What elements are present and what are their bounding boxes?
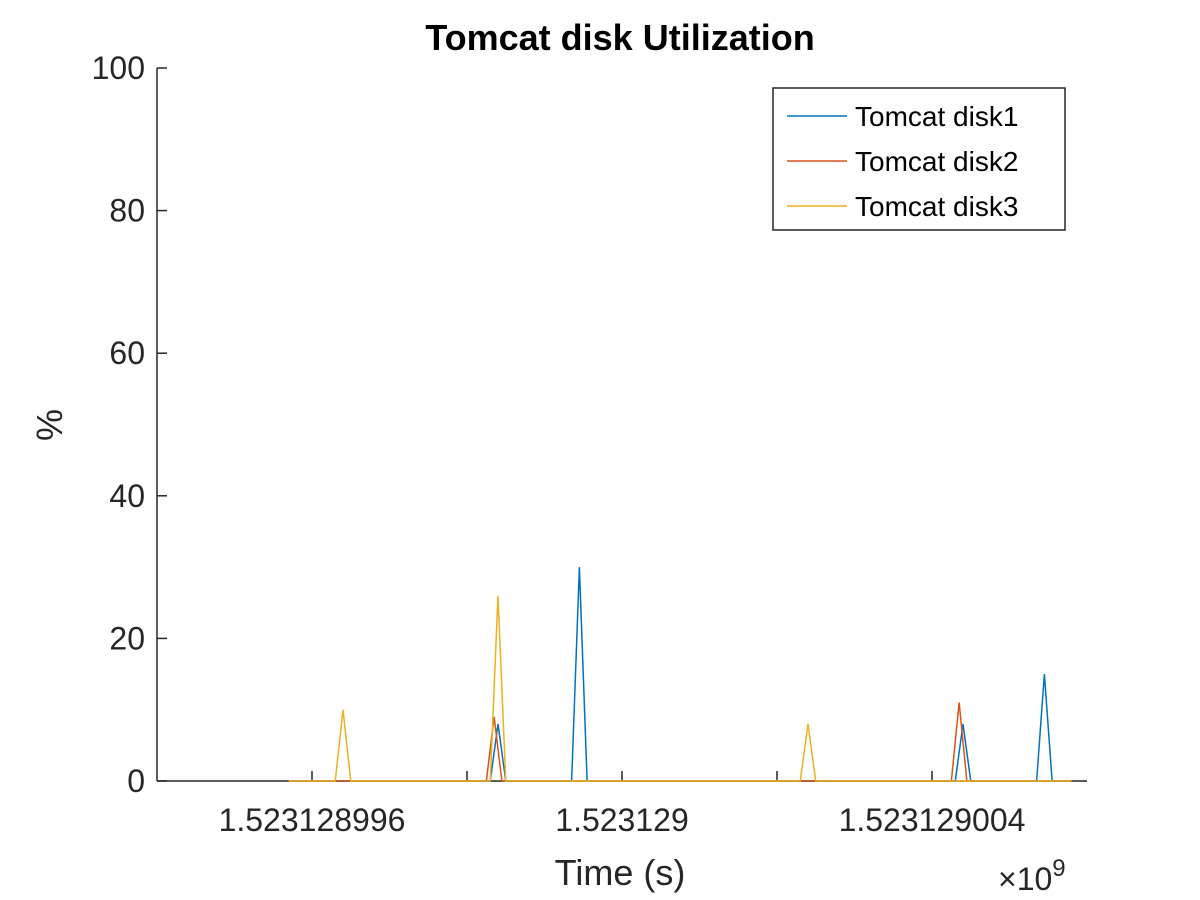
- y-tick-label: 100: [92, 50, 145, 86]
- legend-label-1: Tomcat disk1: [855, 101, 1018, 132]
- y-tick-label: 80: [109, 193, 145, 229]
- axes: 0 20 40 60 80 100 1.523128996 1.523129 1.5231290…: [92, 50, 1087, 838]
- x-tick-label: 1.523128996: [219, 802, 406, 838]
- series-layer: [288, 567, 1072, 782]
- x-exponent-power: 9: [1052, 855, 1065, 882]
- y-tick-label: 60: [109, 335, 145, 371]
- y-tick-label: 0: [127, 763, 145, 799]
- legend-label-3: Tomcat disk3: [855, 191, 1018, 222]
- y-tick-label: 20: [109, 620, 145, 656]
- x-tick-label: 1.523129004: [839, 802, 1026, 838]
- y-tick-label: 40: [109, 478, 145, 514]
- x-axis-label: Time (s): [555, 852, 686, 893]
- series-line-3: [288, 595, 1072, 782]
- x-exponent-base: ×10: [998, 861, 1052, 897]
- x-tick-label: 1.523129: [555, 802, 688, 838]
- legend: Tomcat disk1 Tomcat disk2 Tomcat disk3: [772, 87, 1066, 231]
- x-exponent-label: ×109: [998, 855, 1066, 897]
- y-axis-label: %: [29, 409, 70, 441]
- chart-title: Tomcat disk Utilization: [425, 17, 814, 58]
- legend-label-2: Tomcat disk2: [855, 146, 1018, 177]
